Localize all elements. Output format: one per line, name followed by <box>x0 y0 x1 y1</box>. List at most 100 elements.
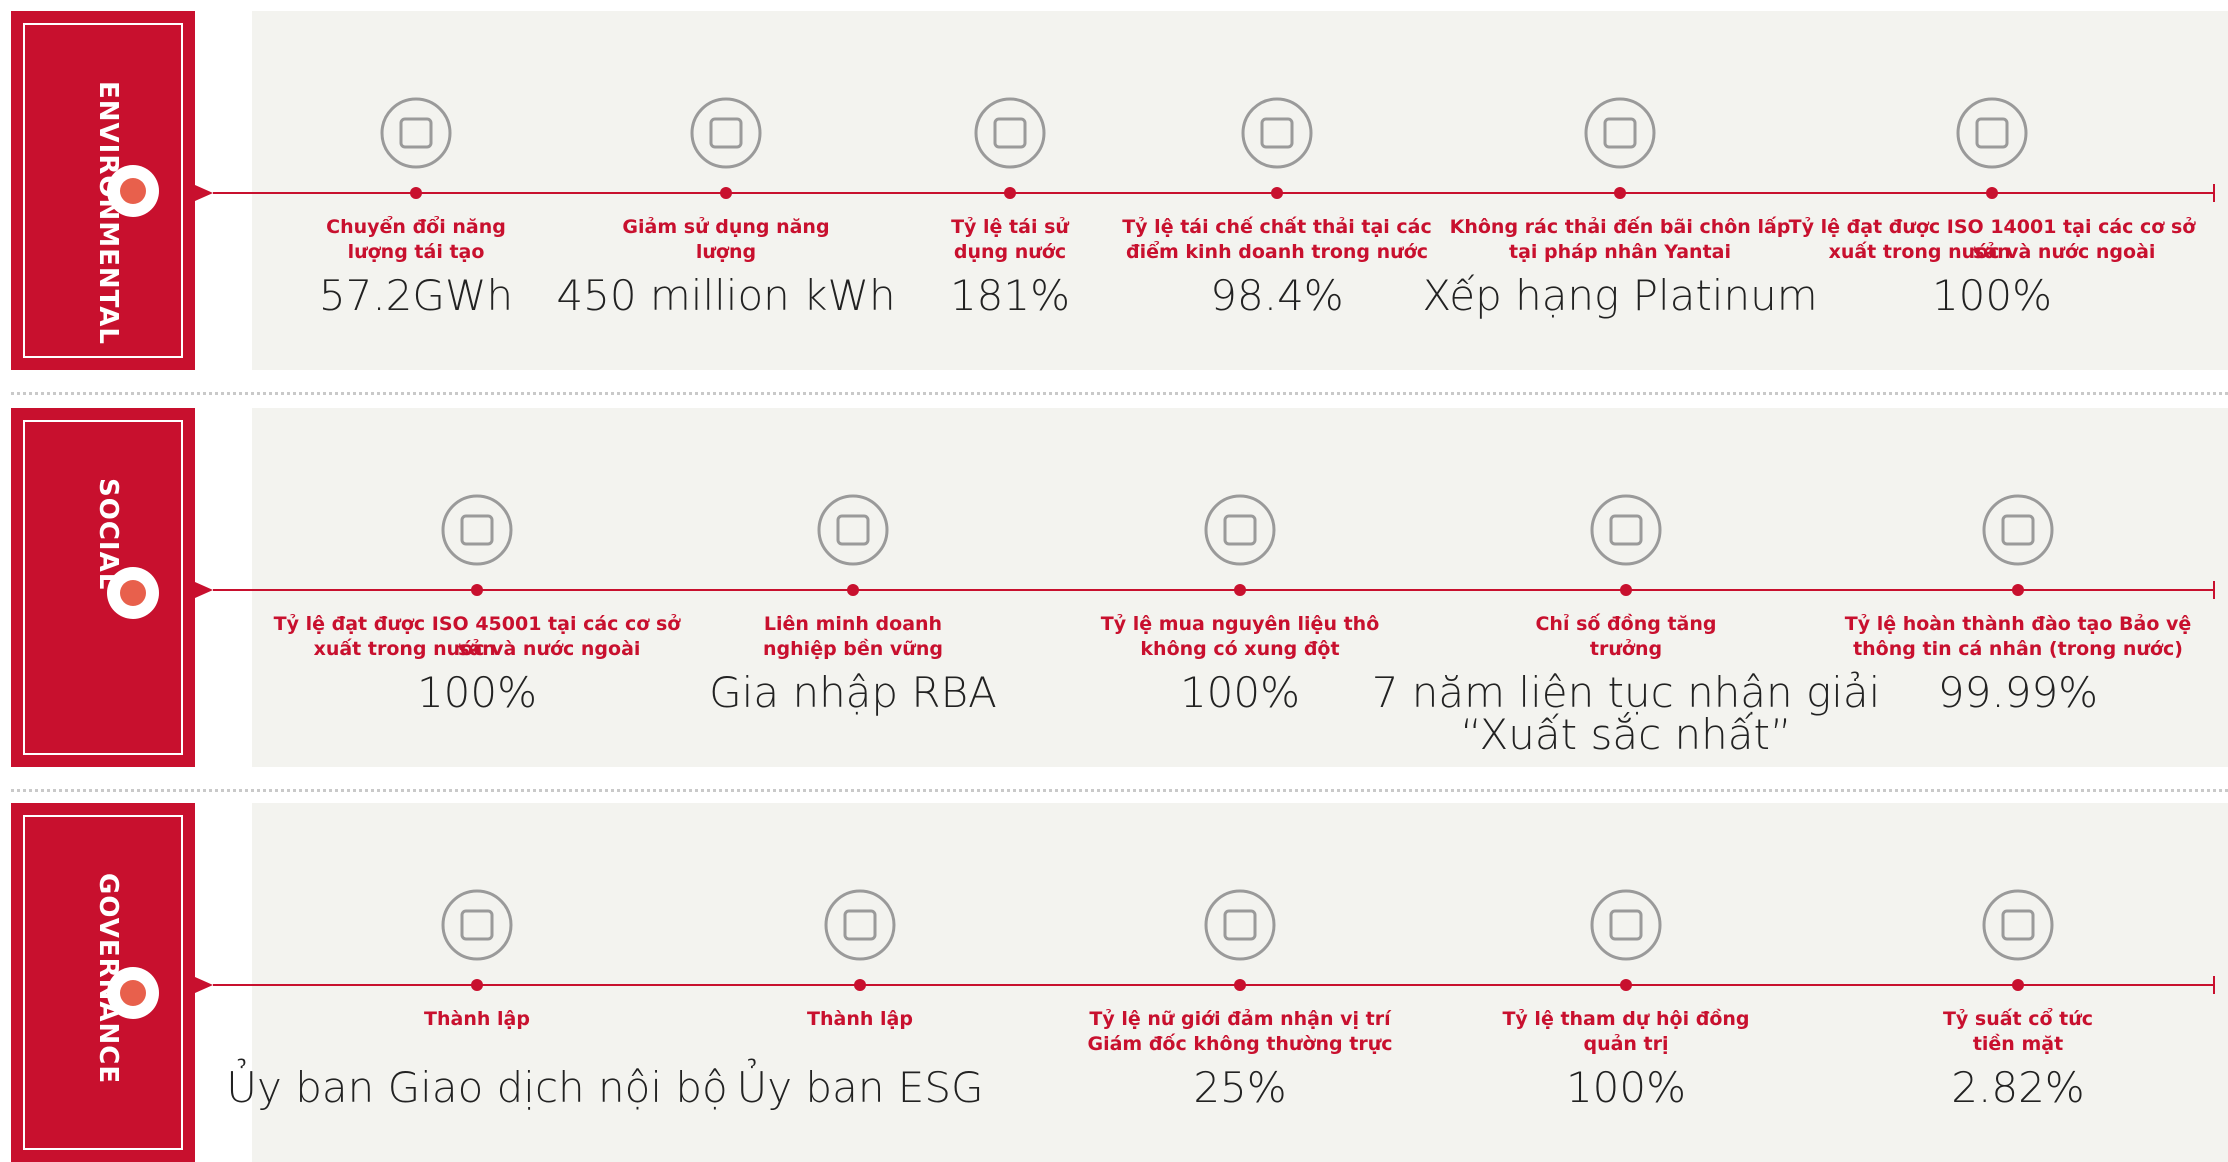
item-value: 25% <box>1193 1063 1287 1112</box>
icon-shape <box>120 580 146 606</box>
icon-shape <box>1956 97 2028 169</box>
icon-shape <box>993 117 1027 149</box>
item-icon <box>1590 889 1662 961</box>
item-label: Tỷ lệ tái sử <box>951 216 1069 238</box>
item-label: quản trị <box>1583 1033 1669 1055</box>
icon-shape <box>460 909 494 941</box>
timeline <box>195 976 2215 994</box>
timeline-arrow <box>195 977 213 993</box>
icon-shape <box>380 97 452 169</box>
item-label: Tỷ suất cổ tức <box>1942 1008 2094 1030</box>
icon-shape <box>1609 909 1643 941</box>
item-value: 450 million kWh <box>556 271 896 320</box>
item-label: Tỷ lệ đạt được ISO 45001 tại các cơ sở s… <box>273 613 681 660</box>
item-label: Liên minh doanh <box>763 613 943 635</box>
timeline <box>195 581 2215 599</box>
icon-shape <box>120 178 146 204</box>
item-value: “Xuất sắc nhất” <box>1460 710 1792 759</box>
item-label: Tỷ lệ tái chế chất thải tại các <box>1122 216 1432 238</box>
item-icon <box>1204 494 1276 566</box>
icon-shape <box>2001 909 2035 941</box>
timeline-dot <box>1986 187 1998 199</box>
timeline-arrow <box>195 582 213 598</box>
icon-shape <box>1241 97 1313 169</box>
timeline-dot <box>471 584 483 596</box>
timeline-dot <box>1620 979 1632 991</box>
icon-shape <box>817 494 889 566</box>
item-label: tiền mặt <box>1972 1033 2064 1055</box>
timeline-dot <box>1614 187 1626 199</box>
icon-shape <box>441 494 513 566</box>
icon-shape <box>1590 889 1662 961</box>
item-label: Chỉ số đồng tăng <box>1535 613 1717 635</box>
icon-shape <box>1204 494 1276 566</box>
timeline-dot <box>1234 979 1246 991</box>
section-tab: SOCIAL <box>11 408 195 767</box>
section-icon <box>107 967 159 1019</box>
timeline-dot <box>471 979 483 991</box>
item-value: 181% <box>949 271 1071 320</box>
icon-shape <box>441 889 513 961</box>
item-icon <box>1982 494 2054 566</box>
icon-shape <box>690 97 762 169</box>
item-icon <box>824 889 896 961</box>
item-icon <box>1982 889 2054 961</box>
item-label: lượng tái tạo <box>347 241 485 263</box>
item-value: 2.82% <box>1951 1063 2085 1112</box>
item-label: Tỷ lệ nữ giới đảm nhận vị trí <box>1089 1008 1391 1030</box>
item-icon <box>1204 889 1276 961</box>
icon-shape <box>399 117 433 149</box>
icon-shape <box>1609 514 1643 546</box>
item-value: 100% <box>416 668 538 717</box>
item-icon <box>1590 494 1662 566</box>
item-label: Không rác thải đến bãi chôn lấp <box>1449 216 1791 238</box>
item-icon <box>690 97 762 169</box>
item-label: Chuyển đổi năng <box>326 216 506 238</box>
item-value: 57.2GWh <box>318 271 514 320</box>
timeline-dot <box>1620 584 1632 596</box>
section-icon <box>107 165 159 217</box>
item-icon <box>817 494 889 566</box>
icon-shape <box>1584 97 1656 169</box>
item-label: xuất trong nước và nước ngoài <box>313 638 641 660</box>
icon-shape <box>843 909 877 941</box>
timeline-dot <box>720 187 732 199</box>
item-label: dụng nước <box>953 241 1067 263</box>
item-icon <box>380 97 452 169</box>
item-label: xuất trong nước và nước ngoài <box>1828 241 2156 263</box>
icon-shape <box>1260 117 1294 149</box>
item-value: Ủy ban Giao dịch nội bộ <box>226 1063 728 1112</box>
item-value: Xếp hạng Platinum <box>1422 271 1818 320</box>
icon-shape <box>1982 889 2054 961</box>
item-value: 7 năm liên tục nhận giải <box>1371 668 1881 717</box>
item-value: 98.4% <box>1210 271 1344 320</box>
icon-shape <box>460 514 494 546</box>
timeline-dot <box>1004 187 1016 199</box>
item-label: không có xung đột <box>1140 638 1340 660</box>
icon-shape <box>1590 494 1662 566</box>
item-value: 100% <box>1179 668 1301 717</box>
timeline <box>195 184 2215 202</box>
icon-shape <box>709 117 743 149</box>
timeline-dot <box>1234 584 1246 596</box>
icon-shape <box>1223 909 1257 941</box>
separator <box>11 789 2228 792</box>
timeline-dot <box>1271 187 1283 199</box>
item-icon <box>974 97 1046 169</box>
tab-border <box>23 23 183 358</box>
tab-border <box>23 815 183 1150</box>
item-label: lượng <box>695 241 757 263</box>
section-tab: ENVIRONMENTAL <box>11 11 195 370</box>
separator <box>11 392 2228 395</box>
timeline-dot <box>854 979 866 991</box>
icon-shape <box>1975 117 2009 149</box>
timeline-arrow <box>195 185 213 201</box>
icon-shape <box>1982 494 2054 566</box>
item-label: điểm kinh doanh trong nước <box>1126 241 1428 263</box>
item-label: Tỷ lệ mua nguyên liệu thô <box>1100 613 1380 635</box>
item-label: nghiệp bền vững <box>763 638 943 660</box>
item-label: thông tin cá nhân (trong nước) <box>1853 638 2183 660</box>
timeline-dot <box>2012 584 2024 596</box>
tab-border <box>23 420 183 755</box>
